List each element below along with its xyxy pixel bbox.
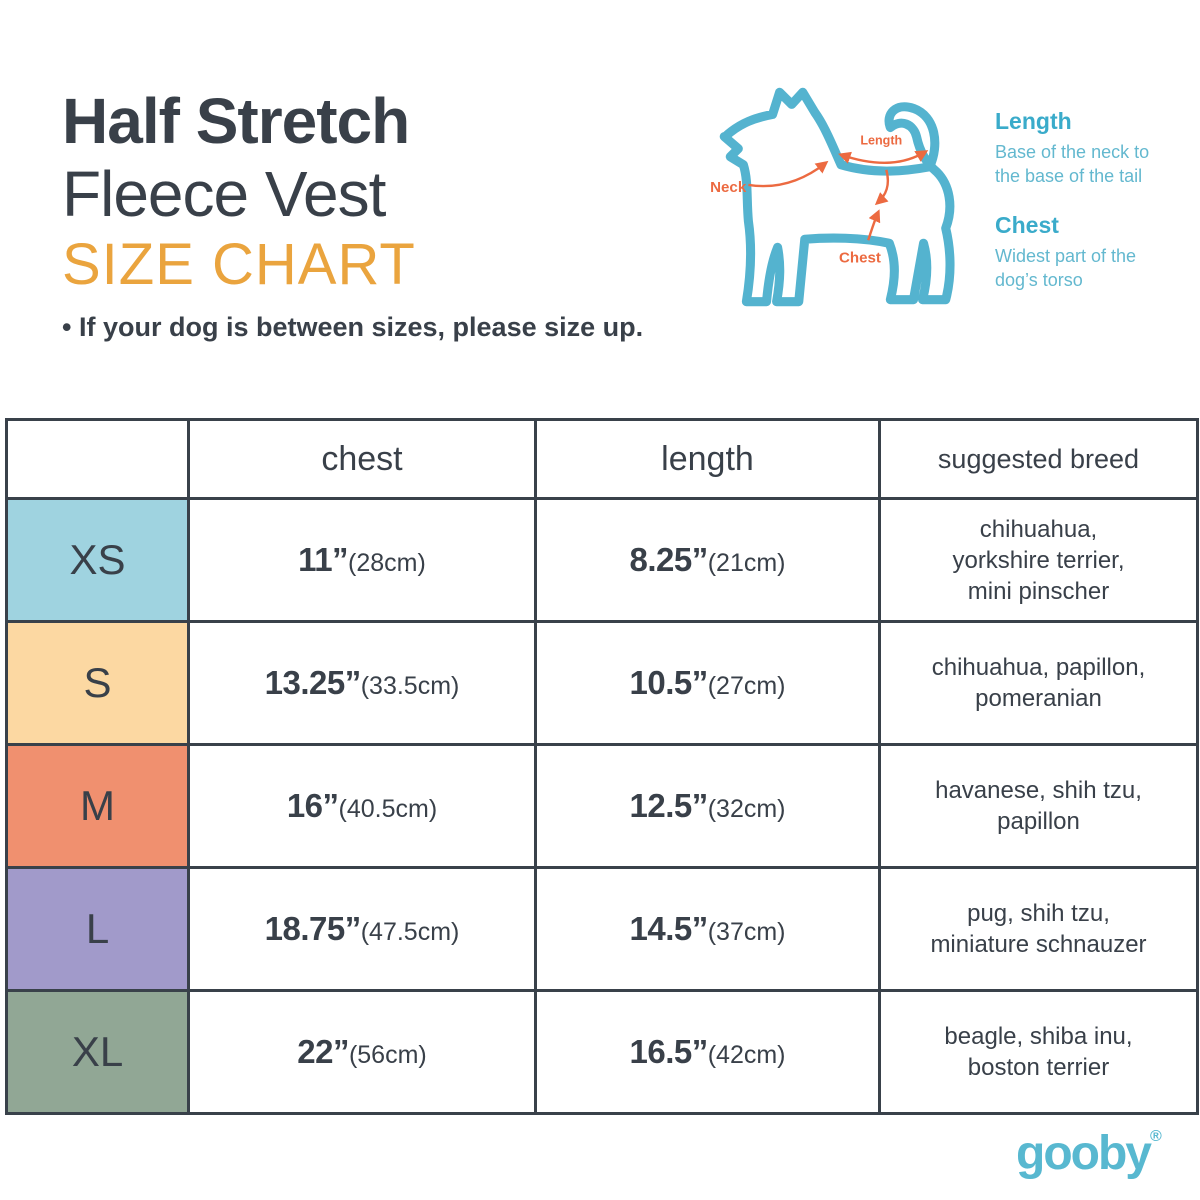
header-size-cell: [5, 418, 190, 500]
header-chest-cell: chest: [187, 418, 537, 500]
table-row-l: L 18.75”(47.5cm) 14.5”(37cm) pug, shih t…: [5, 866, 1199, 992]
legend-chest-term: Chest: [995, 212, 1059, 238]
length-value-xl: 16.5”(42cm): [534, 989, 881, 1115]
breeds-xs: chihuahua, yorkshire terrier, mini pinsc…: [878, 497, 1199, 623]
chest-arrow-up-icon: [867, 209, 881, 241]
neck-arrow-icon: [748, 160, 829, 188]
registered-trademark-icon: ®: [1149, 1128, 1162, 1145]
length-value-m: 12.5”(32cm): [534, 743, 881, 869]
size-chart-heading: SIZE CHART: [62, 232, 416, 297]
breeds-xl: beagle, shiba inu, boston terrier: [878, 989, 1199, 1115]
legend-length-term: Length: [995, 108, 1072, 134]
brand-logo-text: gooby: [1016, 1127, 1152, 1180]
breeds-l: pug, shih tzu, miniature schnauzer: [878, 866, 1199, 992]
neck-label: Neck: [710, 179, 747, 196]
table-row-s: S 13.25”(33.5cm) 10.5”(27cm) chihuahua, …: [5, 620, 1199, 746]
legend-chest-definition: Widest part of the dog’s torso: [995, 246, 1137, 290]
measurement-legend: Length Base of the neck to the base of t…: [995, 108, 1185, 292]
table-row-m: M 16”(40.5cm) 12.5”(32cm) havanese, shih…: [5, 743, 1199, 869]
breeds-m: havanese, shih tzu, papillon: [878, 743, 1199, 869]
product-title-line2: Fleece Vest: [62, 158, 386, 230]
length-value-l: 14.5”(37cm): [534, 866, 881, 992]
chest-value-xl: 22”(56cm): [187, 989, 537, 1115]
header-breed-cell: suggested breed: [878, 418, 1199, 500]
sizing-note: • If your dog is between sizes, please s…: [62, 312, 644, 342]
chest-value-m: 16”(40.5cm): [187, 743, 537, 869]
dog-outline-icon: [719, 87, 955, 307]
product-title-line1: Half Stretch: [62, 85, 410, 157]
chest-value-s: 13.25”(33.5cm): [187, 620, 537, 746]
size-label-s: S: [5, 620, 190, 746]
chest-value-l: 18.75”(47.5cm): [187, 866, 537, 992]
size-label-xs: XS: [5, 497, 190, 623]
brand-logo: gooby®: [1016, 1126, 1162, 1181]
breeds-s: chihuahua, papillon, pomeranian: [878, 620, 1199, 746]
table-row-xs: XS 11”(28cm) 8.25”(21cm) chihuahua, york…: [5, 497, 1199, 623]
length-value-s: 10.5”(27cm): [534, 620, 881, 746]
table-header-row: chest length suggested breed: [5, 418, 1199, 500]
table-row-xl: XL 22”(56cm) 16.5”(42cm) beagle, shiba i…: [5, 989, 1199, 1115]
length-value-xs: 8.25”(21cm): [534, 497, 881, 623]
size-table: chest length suggested breed XS 11”(28cm…: [5, 418, 1199, 1115]
chest-value-xs: 11”(28cm): [187, 497, 537, 623]
dog-measurement-diagram-icon: Neck Length Chest: [710, 87, 955, 307]
chest-label: Chest: [839, 249, 881, 266]
length-label: Length: [860, 134, 902, 148]
chest-arrow-down-icon: [874, 169, 890, 206]
length-arrow-icon: [838, 150, 929, 164]
legend-length-definition: Base of the neck to the base of the tail: [995, 142, 1150, 186]
header-length-cell: length: [534, 418, 881, 500]
size-label-xl: XL: [5, 989, 190, 1115]
size-label-m: M: [5, 743, 190, 869]
title-block: Half Stretch Fleece Vest SIZE CHART: [62, 84, 416, 300]
size-label-l: L: [5, 866, 190, 992]
